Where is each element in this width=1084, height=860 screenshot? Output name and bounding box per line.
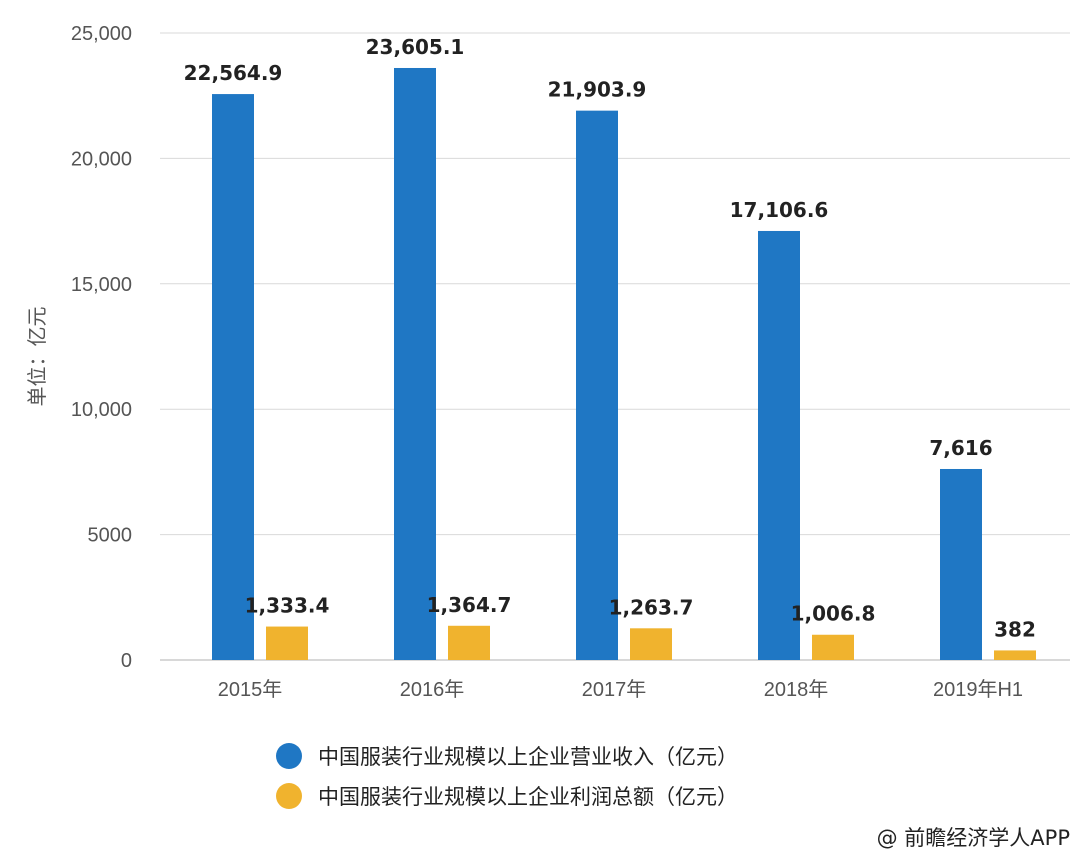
bar-profit xyxy=(630,628,672,660)
data-label-revenue: 7,616 xyxy=(929,436,992,460)
legend-item-revenue: 中国服装行业规模以上企业营业收入（亿元） xyxy=(276,736,738,776)
x-tick-label: 2017年 xyxy=(582,678,647,701)
bar-profit xyxy=(448,625,490,660)
bar-profit xyxy=(812,634,854,660)
x-tick-label: 2016年 xyxy=(400,678,465,701)
legend-label-profit: 中国服装行业规模以上企业利润总额（亿元） xyxy=(318,785,738,809)
y-tick-label: 25,000 xyxy=(71,23,132,45)
bar-revenue xyxy=(940,468,982,660)
y-axis-label: 单位：亿元 xyxy=(25,307,49,407)
data-label-profit: 1,333.4 xyxy=(245,594,330,618)
data-label-revenue: 23,605.1 xyxy=(366,35,465,59)
bar-revenue xyxy=(212,94,254,660)
bar-revenue xyxy=(394,67,436,661)
data-labels: 22,564.9 1,333.4 23,605.1 1,364.7 21,903.9 1,… xyxy=(184,35,1036,641)
x-tick-label: 2018年 xyxy=(764,678,829,701)
y-tick-label: 0 xyxy=(121,650,132,672)
data-label-profit: 1,006.8 xyxy=(791,602,876,626)
data-label-profit: 1,364.7 xyxy=(427,593,512,617)
bar-profit xyxy=(266,626,308,660)
y-tick-label: 10,000 xyxy=(71,399,132,421)
source-credit: @ 前瞻经济学人APP xyxy=(876,826,1070,850)
data-label-revenue: 17,106.6 xyxy=(730,198,829,222)
data-label-revenue: 21,903.9 xyxy=(548,78,647,102)
x-axis-ticks: 2015年 2016年 2017年 2018年 2019年H1 xyxy=(218,678,1023,701)
bar-revenue xyxy=(758,230,800,660)
data-label-revenue: 22,564.9 xyxy=(184,61,283,85)
bar-profit xyxy=(994,650,1036,660)
legend-swatch-profit xyxy=(276,783,302,809)
legend-label-revenue: 中国服装行业规模以上企业营业收入（亿元） xyxy=(318,745,738,769)
x-tick-label: 2019年H1 xyxy=(933,678,1023,701)
legend-swatch-revenue xyxy=(276,743,302,769)
legend-item-profit: 中国服装行业规模以上企业利润总额（亿元） xyxy=(276,776,738,816)
legend: 中国服装行业规模以上企业营业收入（亿元） 中国服装行业规模以上企业利润总额（亿元… xyxy=(276,736,738,816)
y-tick-label: 5000 xyxy=(88,525,133,547)
y-tick-label: 20,000 xyxy=(71,148,132,170)
y-axis-ticks: 0 5000 10,000 15,000 20,000 25,000 xyxy=(71,23,132,672)
bar-chart: 0 5000 10,000 15,000 20,000 25,000 单位：亿元 22,5… xyxy=(25,23,1070,701)
bars xyxy=(212,67,1036,661)
data-label-profit: 1,263.7 xyxy=(609,595,694,619)
y-tick-label: 15,000 xyxy=(71,274,132,296)
bar-revenue xyxy=(576,110,618,660)
data-label-profit: 382 xyxy=(994,617,1036,641)
x-tick-label: 2015年 xyxy=(218,678,283,701)
